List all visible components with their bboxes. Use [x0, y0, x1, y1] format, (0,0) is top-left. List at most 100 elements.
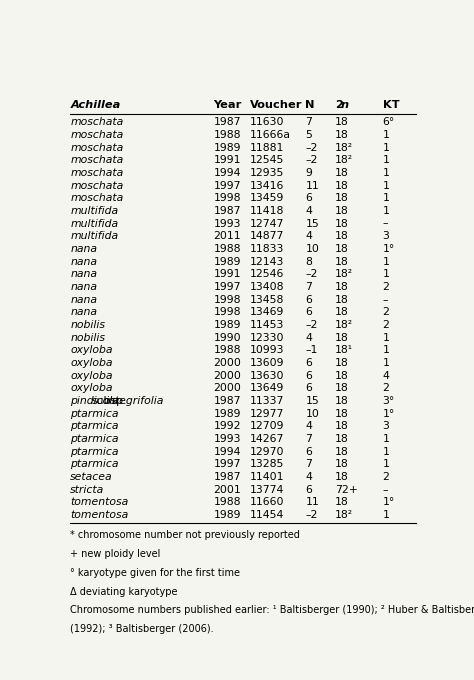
Text: 11401: 11401	[250, 472, 285, 482]
Text: 2011: 2011	[213, 231, 241, 241]
Text: ° karyotype given for the first time: ° karyotype given for the first time	[70, 568, 240, 578]
Text: 18: 18	[335, 206, 348, 216]
Text: 1: 1	[383, 143, 390, 152]
Text: 18: 18	[335, 294, 348, 305]
Text: 12970: 12970	[250, 447, 285, 457]
Text: 1991: 1991	[213, 155, 241, 165]
Text: 5: 5	[305, 130, 312, 140]
Text: moschata: moschata	[70, 155, 124, 165]
Text: 1: 1	[383, 206, 390, 216]
Text: 2: 2	[383, 384, 390, 393]
Text: 1: 1	[383, 447, 390, 457]
Text: 6: 6	[305, 307, 312, 318]
Text: –2: –2	[305, 143, 318, 152]
Text: 18: 18	[335, 117, 348, 127]
Text: 4: 4	[305, 231, 312, 241]
Text: 18: 18	[335, 333, 348, 343]
Text: 13774: 13774	[250, 485, 285, 494]
Text: 1: 1	[383, 269, 390, 279]
Text: 2000: 2000	[213, 371, 241, 381]
Text: 13416: 13416	[250, 181, 285, 190]
Text: N: N	[305, 100, 315, 110]
Text: 1: 1	[383, 256, 390, 267]
Text: 1: 1	[383, 333, 390, 343]
Text: 6: 6	[305, 371, 312, 381]
Text: 13458: 13458	[250, 294, 285, 305]
Text: 4: 4	[305, 333, 312, 343]
Text: oxyloba: oxyloba	[70, 358, 113, 368]
Text: 18²: 18²	[335, 143, 353, 152]
Text: –2: –2	[305, 510, 318, 520]
Text: 1: 1	[383, 130, 390, 140]
Text: 11454: 11454	[250, 510, 285, 520]
Text: 1: 1	[383, 168, 390, 178]
Text: 6: 6	[305, 294, 312, 305]
Text: ptarmica: ptarmica	[70, 447, 119, 457]
Text: 1993: 1993	[213, 218, 241, 228]
Text: ptarmica: ptarmica	[70, 409, 119, 419]
Text: 1°: 1°	[383, 497, 395, 507]
Text: 11666a: 11666a	[250, 130, 291, 140]
Text: 8: 8	[305, 256, 312, 267]
Text: 18: 18	[335, 447, 348, 457]
Text: 18: 18	[335, 231, 348, 241]
Text: oxyloba: oxyloba	[70, 345, 113, 355]
Text: multifida: multifida	[70, 218, 118, 228]
Text: 18: 18	[335, 282, 348, 292]
Text: 18¹: 18¹	[335, 345, 353, 355]
Text: –1: –1	[305, 345, 318, 355]
Text: 18: 18	[335, 472, 348, 482]
Text: 13469: 13469	[250, 307, 285, 318]
Text: 1988: 1988	[213, 130, 241, 140]
Text: Δ deviating karyotype: Δ deviating karyotype	[70, 587, 178, 596]
Text: –: –	[383, 485, 388, 494]
Text: 7: 7	[305, 459, 312, 469]
Text: 12977: 12977	[250, 409, 285, 419]
Text: 18: 18	[335, 384, 348, 393]
Text: 12709: 12709	[250, 422, 285, 431]
Text: subsp.: subsp.	[91, 396, 127, 406]
Text: integrifolia: integrifolia	[106, 396, 164, 406]
Text: 18: 18	[335, 396, 348, 406]
Text: 13609: 13609	[250, 358, 285, 368]
Text: 13285: 13285	[250, 459, 285, 469]
Text: 11337: 11337	[250, 396, 285, 406]
Text: nana: nana	[70, 294, 97, 305]
Text: 1989: 1989	[213, 256, 241, 267]
Text: 18²: 18²	[335, 269, 353, 279]
Text: 18: 18	[335, 244, 348, 254]
Text: 1988: 1988	[213, 244, 241, 254]
Text: 15: 15	[305, 218, 319, 228]
Text: 1988: 1988	[213, 345, 241, 355]
Text: * chromosome number not previously reported: * chromosome number not previously repor…	[70, 530, 300, 540]
Text: Achillea: Achillea	[70, 100, 120, 110]
Text: 1987: 1987	[213, 472, 241, 482]
Text: –2: –2	[305, 155, 318, 165]
Text: 18: 18	[335, 218, 348, 228]
Text: 1: 1	[383, 155, 390, 165]
Text: 12935: 12935	[250, 168, 285, 178]
Text: (1992); ³ Baltisberger (2006).: (1992); ³ Baltisberger (2006).	[70, 624, 214, 634]
Text: 2000: 2000	[213, 358, 241, 368]
Text: 18: 18	[335, 358, 348, 368]
Text: KT: KT	[383, 100, 399, 110]
Text: 11453: 11453	[250, 320, 285, 330]
Text: 1987: 1987	[213, 396, 241, 406]
Text: 3°: 3°	[383, 396, 395, 406]
Text: 1987: 1987	[213, 206, 241, 216]
Text: 10: 10	[305, 409, 319, 419]
Text: 4: 4	[305, 206, 312, 216]
Text: 1°: 1°	[383, 244, 395, 254]
Text: 1: 1	[383, 181, 390, 190]
Text: 3: 3	[383, 422, 390, 431]
Text: –: –	[383, 218, 388, 228]
Text: 1: 1	[383, 345, 390, 355]
Text: 11833: 11833	[250, 244, 285, 254]
Text: 6: 6	[305, 193, 312, 203]
Text: ptarmica: ptarmica	[70, 422, 119, 431]
Text: Year: Year	[213, 100, 242, 110]
Text: 1998: 1998	[213, 193, 241, 203]
Text: multifida: multifida	[70, 231, 118, 241]
Text: 12330: 12330	[250, 333, 285, 343]
Text: 18²: 18²	[335, 320, 353, 330]
